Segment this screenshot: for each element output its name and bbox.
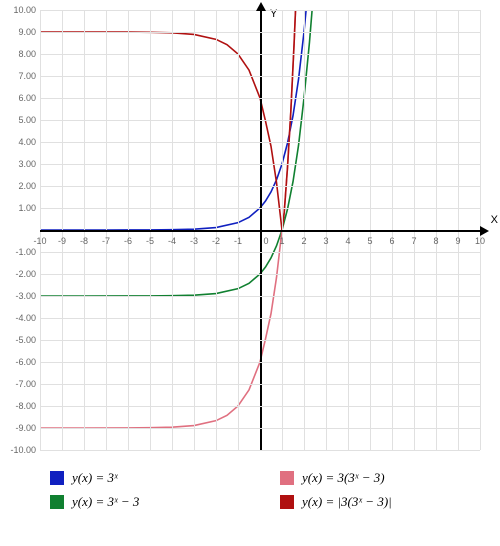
x-tick-label: -3: [190, 236, 198, 246]
y-tick-label: -1.00: [15, 247, 40, 257]
x-tick-label: 9: [455, 236, 460, 246]
grid-line-h: [40, 164, 480, 165]
series-|3(3^x - 3)|: [40, 7, 296, 230]
y-tick-label: -9.00: [15, 423, 40, 433]
grid-line-h: [40, 120, 480, 121]
x-axis-label: X: [491, 214, 498, 226]
grid-line-h: [40, 318, 480, 319]
y-tick-label: -7.00: [15, 379, 40, 389]
y-tick-label: 10.00: [13, 5, 40, 15]
x-tick-label: -1: [234, 236, 242, 246]
plot-area: Y X -10-9-8-7-6-5-4-3-2-1012345678910-10…: [40, 10, 480, 450]
x-tick-label: -7: [102, 236, 110, 246]
legend-label: y(x) = |3(3ˣ − 3)|: [302, 494, 392, 510]
chart-container: Y X -10-9-8-7-6-5-4-3-2-1012345678910-10…: [10, 10, 490, 510]
x-tick-label: -10: [33, 236, 46, 246]
y-tick-label: -2.00: [15, 269, 40, 279]
grid-line-h: [40, 296, 480, 297]
legend-label: y(x) = 3(3ˣ − 3): [302, 470, 385, 486]
grid-line-h: [40, 274, 480, 275]
y-tick-label: 2.00: [18, 181, 40, 191]
x-tick-label: -4: [168, 236, 176, 246]
legend-swatch: [280, 495, 294, 509]
legend-label: y(x) = 3ˣ − 3: [72, 494, 139, 510]
grid-line-h: [40, 142, 480, 143]
grid-line-h: [40, 406, 480, 407]
x-tick-label: 5: [367, 236, 372, 246]
x-axis-arrow-icon: [480, 226, 489, 236]
y-tick-label: -10.00: [10, 445, 40, 455]
y-tick-label: -6.00: [15, 357, 40, 367]
y-tick-label: 4.00: [18, 137, 40, 147]
x-tick-label: -2: [212, 236, 220, 246]
x-tick-label: -8: [80, 236, 88, 246]
grid-line-h: [40, 208, 480, 209]
legend-swatch: [50, 495, 64, 509]
grid-line-h: [40, 252, 480, 253]
x-tick-label: -6: [124, 236, 132, 246]
grid-line-h: [40, 76, 480, 77]
y-tick-label: 5.00: [18, 115, 40, 125]
grid-line-h: [40, 384, 480, 385]
grid-line-h: [40, 428, 480, 429]
x-tick-label: -9: [58, 236, 66, 246]
y-tick-label: 7.00: [18, 71, 40, 81]
x-tick-label: 4: [345, 236, 350, 246]
y-tick-label: -8.00: [15, 401, 40, 411]
x-tick-label: 7: [411, 236, 416, 246]
x-axis: [40, 230, 480, 232]
legend: y(x) = 3ˣ y(x) = 3(3ˣ − 3) y(x) = 3ˣ − 3 y(…: [50, 470, 490, 510]
grid-line-h: [40, 340, 480, 341]
grid-line-h: [40, 186, 480, 187]
y-tick-label: -5.00: [15, 335, 40, 345]
x-tick-label: 3: [323, 236, 328, 246]
x-tick-label: 8: [433, 236, 438, 246]
legend-item: y(x) = 3(3ˣ − 3): [280, 470, 490, 486]
y-tick-label: 3.00: [18, 159, 40, 169]
grid-line-h: [40, 54, 480, 55]
y-tick-label: 9.00: [18, 27, 40, 37]
x-tick-label: -5: [146, 236, 154, 246]
legend-item: y(x) = 3ˣ − 3: [50, 494, 260, 510]
legend-item: y(x) = |3(3ˣ − 3)|: [280, 494, 490, 510]
grid-line-h: [40, 450, 480, 451]
legend-swatch: [280, 471, 294, 485]
grid-line-h: [40, 362, 480, 363]
y-tick-label: 8.00: [18, 49, 40, 59]
x-tick-label: 10: [475, 236, 485, 246]
y-axis-arrow-icon: [256, 2, 266, 11]
legend-swatch: [50, 471, 64, 485]
y-tick-label: -4.00: [15, 313, 40, 323]
y-tick-label: 1.00: [18, 203, 40, 213]
x-tick-label: 0: [263, 236, 268, 246]
legend-label: y(x) = 3ˣ: [72, 470, 118, 486]
y-tick-label: -3.00: [15, 291, 40, 301]
x-tick-label: 1: [279, 236, 284, 246]
grid-line-h: [40, 98, 480, 99]
legend-item: y(x) = 3ˣ: [50, 470, 260, 486]
grid-line-h: [40, 32, 480, 33]
x-tick-label: 2: [301, 236, 306, 246]
x-tick-label: 6: [389, 236, 394, 246]
series-3(3^x - 3): [40, 7, 296, 428]
y-tick-label: 6.00: [18, 93, 40, 103]
